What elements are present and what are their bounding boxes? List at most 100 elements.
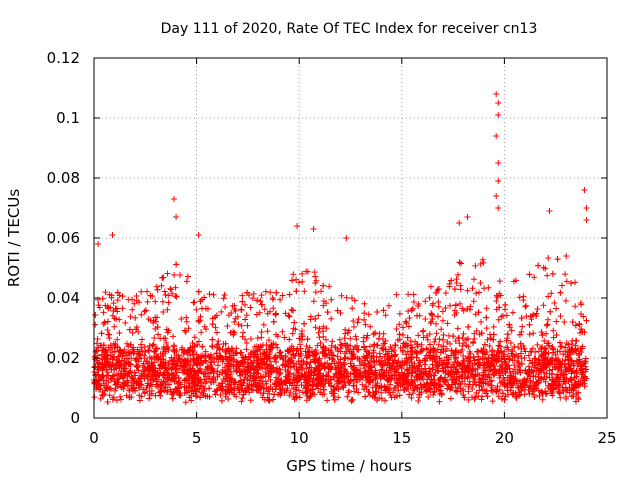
data-point (92, 372, 99, 379)
data-point (172, 284, 179, 291)
data-point (111, 387, 118, 394)
data-point (245, 385, 252, 392)
data-point (223, 390, 230, 397)
data-point (470, 276, 477, 283)
data-point (260, 390, 267, 397)
data-point (408, 394, 415, 401)
data-point (146, 382, 153, 389)
data-point (114, 381, 121, 388)
data-point (127, 341, 134, 348)
data-point (382, 346, 389, 353)
data-point (570, 393, 577, 400)
data-point (187, 352, 194, 359)
data-point (212, 314, 219, 321)
data-point (495, 349, 502, 356)
data-point (558, 282, 565, 289)
data-point (349, 305, 356, 312)
data-point (242, 336, 249, 343)
data-point (372, 329, 379, 336)
data-point (526, 390, 533, 397)
data-point (434, 287, 441, 294)
data-point (451, 312, 458, 319)
data-point-outlier (95, 241, 102, 247)
data-point (144, 298, 151, 305)
data-point (526, 331, 533, 338)
data-point (200, 370, 207, 377)
data-point (439, 336, 446, 343)
data-point (218, 385, 225, 392)
data-point-outlier (495, 112, 502, 118)
data-point (477, 261, 484, 268)
y-tick-label: 0.12 (47, 49, 80, 67)
data-point (466, 366, 473, 373)
data-point (396, 331, 403, 338)
data-point (274, 344, 281, 351)
data-point (466, 348, 473, 355)
data-point (267, 377, 274, 384)
data-point (534, 341, 541, 348)
data-point (527, 348, 534, 355)
data-point (454, 359, 461, 366)
data-point (241, 359, 248, 366)
data-point (355, 389, 362, 396)
data-point (353, 379, 360, 386)
data-point (167, 377, 174, 384)
data-point (389, 372, 396, 379)
data-point (258, 292, 265, 299)
data-point (495, 316, 502, 323)
data-point (370, 331, 377, 338)
data-point (238, 398, 245, 405)
data-point (188, 397, 195, 404)
data-point (361, 310, 368, 317)
data-point (117, 396, 124, 403)
data-point (148, 355, 155, 362)
data-point (378, 395, 385, 402)
data-point (194, 341, 201, 348)
data-point (195, 370, 202, 377)
data-point (277, 369, 284, 376)
data-point (543, 370, 550, 377)
data-point (212, 324, 219, 331)
data-point (575, 360, 582, 367)
data-point (313, 383, 320, 390)
data-point (96, 304, 103, 311)
data-point (186, 383, 193, 390)
data-point (447, 369, 454, 376)
data-point (471, 357, 478, 364)
data-point (403, 351, 410, 358)
data-point (298, 372, 305, 379)
data-point (472, 381, 479, 388)
data-point (366, 343, 373, 350)
data-point (165, 299, 172, 306)
data-point (377, 353, 384, 360)
data-point (139, 348, 146, 355)
data-point (254, 297, 261, 304)
data-point (346, 348, 353, 355)
data-point (523, 302, 530, 309)
data-point (136, 392, 143, 399)
data-point (161, 288, 168, 295)
data-point (541, 337, 548, 344)
data-point (277, 296, 284, 303)
data-point (183, 278, 190, 285)
data-point (481, 285, 488, 292)
data-point (231, 391, 238, 398)
data-point (469, 285, 476, 292)
data-point (386, 355, 393, 362)
data-point (119, 305, 126, 312)
data-point (375, 359, 382, 366)
data-point (331, 383, 338, 390)
data-point (433, 289, 440, 296)
data-point (239, 292, 246, 299)
data-point (215, 382, 222, 389)
data-point (427, 380, 434, 387)
data-point (343, 369, 350, 376)
data-point (244, 322, 251, 329)
data-point (443, 354, 450, 361)
data-point (258, 334, 265, 341)
data-point (265, 337, 272, 344)
data-point (267, 343, 274, 350)
data-point (442, 364, 449, 371)
data-point (233, 365, 240, 372)
data-point (247, 351, 254, 358)
